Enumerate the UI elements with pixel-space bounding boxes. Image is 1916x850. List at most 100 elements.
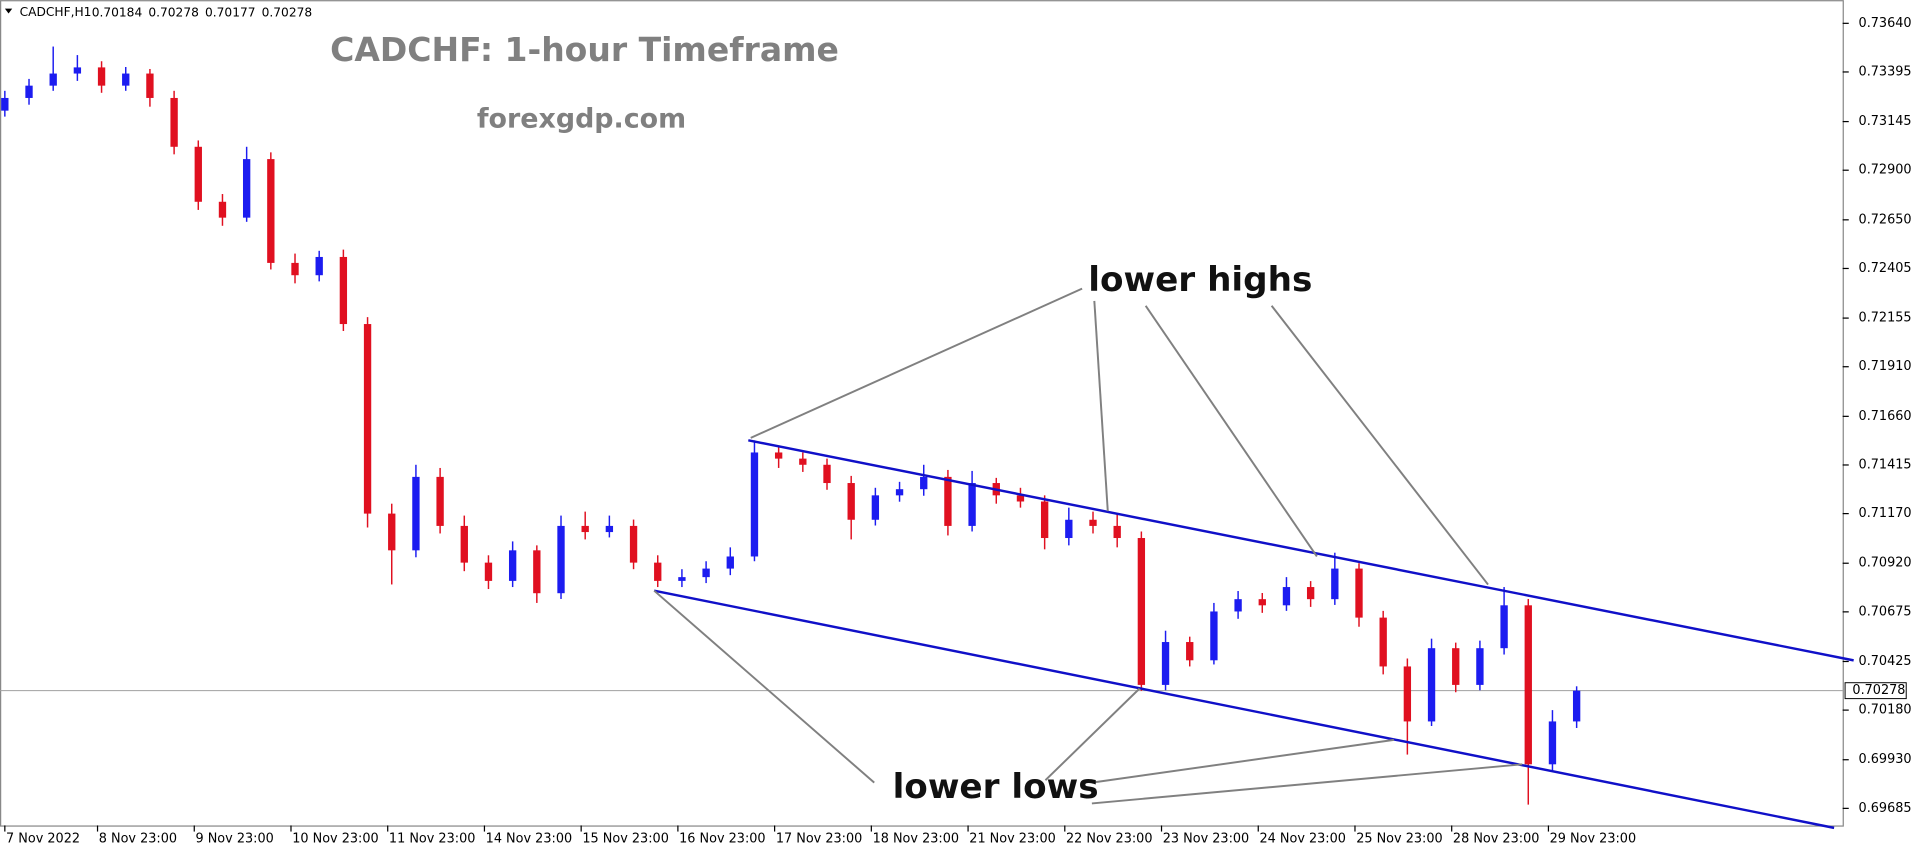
y-tick-label: 0.73640: [1859, 16, 1912, 31]
pointer: [653, 589, 875, 784]
candle-body: [1306, 587, 1315, 600]
price-layer: 0.73640 0.73395 0.73145 0.72900 0.72650 0.724…: [0, 16, 1912, 846]
candle-body: [97, 67, 106, 86]
y-tick-label: 0.72650: [1859, 212, 1912, 227]
candle-body: [508, 550, 517, 581]
candle-body: [1403, 666, 1412, 722]
y-tick-label: 0.69930: [1859, 752, 1912, 767]
x-tick-label: 15 Nov 23:00: [582, 831, 668, 846]
x-tick-label: 9 Nov 23:00: [195, 831, 273, 846]
candle-body: [726, 556, 734, 569]
candle-body: [750, 452, 759, 557]
pointer: [1091, 738, 1395, 784]
candle-body: [1089, 519, 1097, 526]
candle-body: [1210, 611, 1218, 661]
x-tick-label: 28 Nov 23:00: [1453, 831, 1539, 846]
upper-channel-line: [748, 439, 1854, 662]
candle-body: [678, 577, 686, 581]
candle-body: [968, 483, 976, 526]
candle-body: [436, 476, 444, 526]
candle-body: [1379, 617, 1387, 667]
candle-body: [363, 324, 372, 514]
candle-body: [654, 562, 662, 581]
candle-body: [315, 256, 323, 276]
candle-body: [1161, 642, 1170, 685]
y-tick-label: 0.70675: [1859, 604, 1912, 619]
y-tick-label: 0.72900: [1859, 163, 1912, 178]
candle-body: [49, 73, 57, 86]
pointer: [1091, 763, 1523, 805]
pointer: [1144, 305, 1318, 557]
x-tick-label: 14 Nov 23:00: [486, 831, 572, 846]
header-ohlc: 0.70184 0.70278 0.70177 0.70278: [92, 5, 312, 19]
x-tick-label: 18 Nov 23:00: [873, 831, 959, 846]
x-tick-label: 8 Nov 23:00: [99, 831, 177, 846]
annotation: lower lows: [893, 767, 1099, 807]
lower-channel-line: [653, 589, 1835, 830]
candle-body: [823, 464, 831, 484]
y-tick-label: 0.71660: [1859, 409, 1912, 424]
y-tick-label: 0.73145: [1859, 114, 1912, 129]
candle-body: [1065, 519, 1073, 539]
candle-body: [1476, 648, 1484, 685]
y-tick-label: 0.73395: [1859, 64, 1912, 79]
y-tick-label: 0.70425: [1859, 654, 1912, 669]
candle-body: [1113, 525, 1121, 539]
candle-body: [218, 201, 227, 218]
candle-body: [871, 495, 880, 520]
candle-body: [1452, 648, 1460, 685]
header-value: 0.70278: [148, 5, 199, 19]
candle-body: [629, 525, 638, 563]
candle-body: [944, 476, 952, 526]
candle-body: [339, 256, 348, 325]
y-tick-label: 0.71910: [1859, 359, 1912, 374]
candle-body: [533, 550, 541, 594]
candle-body: [799, 458, 807, 465]
y-tick-label: 0.70180: [1859, 703, 1912, 718]
candles: [1, 46, 1581, 805]
pointer: [1270, 305, 1489, 586]
y-tick-label: 0.71415: [1859, 457, 1912, 472]
header-value: 0.70184: [92, 5, 143, 19]
candle-body: [412, 476, 420, 551]
annotation-pointers: [653, 287, 1523, 805]
candle-body: [1040, 501, 1049, 539]
menu-arrow[interactable]: [4, 8, 13, 14]
pointer: [1044, 687, 1141, 781]
last-price-label: 0.70278: [1852, 683, 1905, 698]
header-value: 0.70177: [205, 5, 256, 19]
last-price-box: [1844, 682, 1907, 700]
x-tick-label: 16 Nov 23:00: [679, 831, 765, 846]
symbol: CADCHF,H1: [20, 5, 92, 19]
candle-body: [1016, 495, 1025, 502]
candle-body: [605, 525, 614, 533]
candle-body: [291, 262, 299, 276]
candle-body: [1500, 605, 1508, 649]
candle-body: [484, 562, 493, 581]
candle-body: [460, 525, 468, 563]
plot-frame: [0, 0, 1844, 827]
candle-body: [1524, 605, 1532, 765]
candle-body: [1355, 568, 1363, 618]
candle-body: [581, 525, 589, 533]
candle-body: [170, 97, 178, 147]
candle-body: [388, 513, 396, 551]
chart-title: CADCHF: 1-hour Timeframe: [330, 30, 839, 69]
candle-body: [1137, 538, 1146, 685]
annotation: lower highs: [1088, 260, 1312, 300]
x-tick-label: 23 Nov 23:00: [1163, 831, 1249, 846]
x-tick-label: 10 Nov 23:00: [292, 831, 378, 846]
y-tick-label: 0.69685: [1859, 801, 1912, 816]
candle-body: [847, 483, 855, 520]
x-tick-label: 17 Nov 23:00: [776, 831, 862, 846]
pointer: [1093, 300, 1109, 512]
subtitle: forexgdp.com: [477, 103, 686, 134]
candle-body: [25, 85, 33, 98]
x-tick-label: 11 Nov 23:00: [389, 831, 475, 846]
candle-body: [267, 159, 275, 263]
candle-body: [1258, 599, 1266, 606]
candle-body: [1572, 690, 1581, 722]
candle-body: [1331, 568, 1339, 600]
